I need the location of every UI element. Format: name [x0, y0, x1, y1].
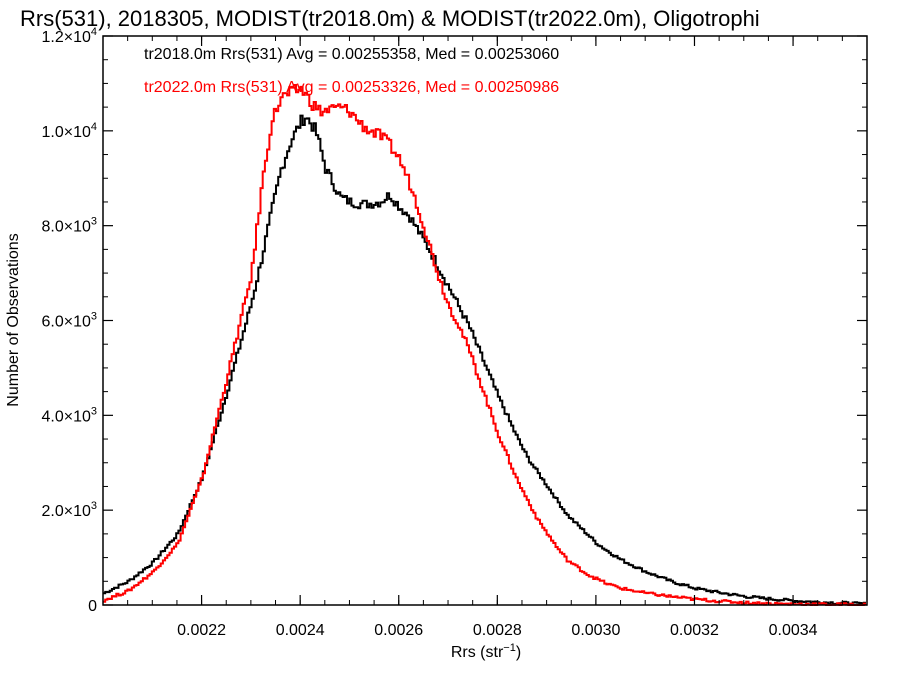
y-tick-label-exponent: 4: [91, 26, 97, 38]
x-tick-label: 0.0028: [473, 622, 522, 639]
x-axis-label-main: Rrs (str: [451, 644, 504, 661]
y-tick-label-base: 8.0×10: [41, 219, 90, 236]
legend-entry-tr2018: tr2018.0m Rrs(531) Avg = 0.00255358, Med…: [144, 46, 559, 63]
y-tick-label: 1.0×104: [41, 121, 97, 141]
plot-frame: [102, 35, 868, 606]
y-tick-label-exponent: 3: [91, 500, 97, 512]
series-line-tr2018.0m: [103, 114, 866, 606]
y-tick-label: 2.0×103: [41, 500, 97, 520]
y-tick-label-base: 6.0×10: [41, 314, 90, 331]
y-tick-label-exponent: 3: [91, 405, 97, 417]
series-line-tr2022.0m: [103, 84, 866, 606]
y-tick-label: 6.0×103: [41, 311, 97, 331]
x-tick-label: 0.0026: [374, 622, 423, 639]
x-tick-label: 0.0032: [670, 622, 719, 639]
x-tick-label: 0.0034: [769, 622, 818, 639]
tick-layer: 0.0022 0.0024 0.0026 0.0028 0.0030 0.0032 0.00…: [41, 26, 867, 639]
x-tick-label: 0.0024: [276, 622, 325, 639]
y-tick-label-exponent: 4: [91, 121, 97, 133]
y-axis-label: Number of Observations: [5, 233, 22, 406]
x-axis-label-close: ): [516, 644, 521, 661]
y-tick-label-base: 1.0×10: [41, 124, 90, 141]
chart-title: Rrs(531), 2018305, MODIST(tr2018.0m) & M…: [20, 6, 760, 31]
x-axis-label: Rrs (str−1): [451, 642, 521, 661]
y-tick-label-base: 4.0×10: [41, 408, 90, 425]
x-tick-label: 0.0030: [571, 622, 620, 639]
y-tick-label-exponent: 3: [91, 216, 97, 228]
y-tick-label: 8.0×103: [41, 216, 97, 236]
y-tick-label: 4.0×103: [41, 405, 97, 425]
y-tick-label-base: 2.0×10: [41, 503, 90, 520]
x-tick-label: 0.0022: [177, 622, 226, 639]
y-tick-label: 0: [88, 598, 97, 615]
y-tick-label: 1.2×104: [41, 26, 97, 46]
y-tick-label-base: 1.2×10: [41, 29, 90, 46]
legend-entry-tr2022: tr2022.0m Rrs(531) Avg = 0.00253326, Med…: [144, 79, 559, 96]
x-axis-label-sup: −1: [503, 642, 516, 654]
y-tick-label-exponent: 3: [91, 311, 97, 323]
series-layer: [103, 84, 866, 606]
